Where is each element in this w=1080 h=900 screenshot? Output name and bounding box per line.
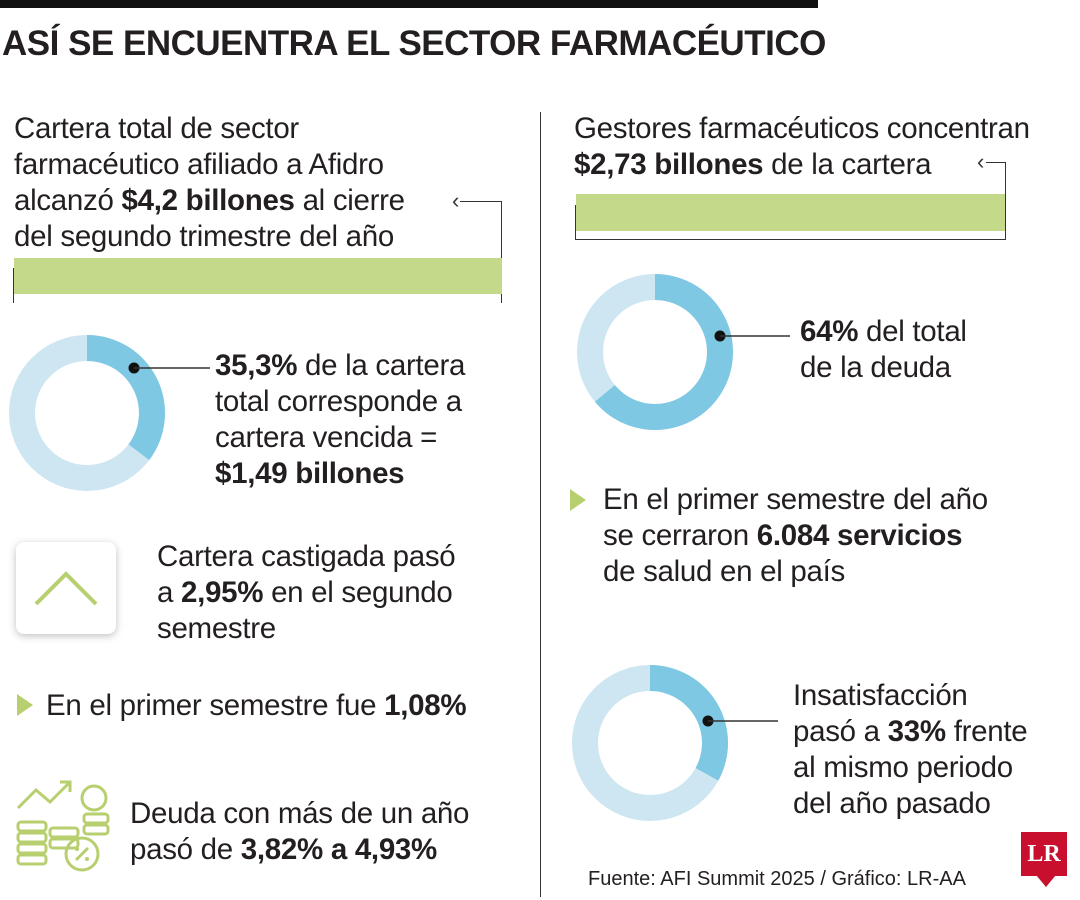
gestores-arrow-icon: ‹ — [977, 149, 985, 174]
gestores-bar — [576, 194, 1005, 231]
cartera-vencida-value-segment — [87, 335, 165, 461]
deuda-total-text: 64% del total de la deuda — [800, 314, 967, 386]
vencida-line-3: cartera vencida = — [215, 421, 438, 454]
cartera-line-3-post: al cierre — [294, 184, 406, 217]
lr-logo: LR — [1021, 832, 1067, 876]
gestores-bracket-bottom — [575, 239, 1006, 240]
servicios-count: 6.084 servicios — [756, 519, 963, 552]
primer-semestre-percent: 1,08% — [384, 689, 467, 722]
lr-logo-tail — [1036, 875, 1056, 887]
castigada-line-1: Cartera castigada pasó — [157, 540, 456, 573]
cartera-total-text: Cartera total de sector farmacéutico afi… — [14, 111, 405, 255]
servicios-line-1: En el primer semestre del año — [603, 483, 988, 516]
up-chevron-card — [16, 542, 116, 634]
column-divider — [540, 112, 541, 897]
primer-semestre-text: En el primer semestre fue 1,08% — [46, 688, 467, 724]
insatisfaccion-line-1: Insatisfacción — [793, 679, 968, 712]
insatisfaccion-donut — [572, 665, 728, 821]
deuda-total-donut — [577, 274, 733, 430]
gestores-amount: $2,73 billones — [574, 148, 764, 181]
insatisfaccion-value-segment — [650, 665, 728, 781]
insatisfaccion-line-2-post: frente — [945, 715, 1028, 748]
cartera-vencida-text: 35,3% de la cartera total corresponde a … — [215, 348, 465, 492]
deuda-line-2: pasó de 3,82% a 4,93% — [130, 832, 469, 868]
top-rule — [0, 0, 818, 8]
triangle-bullet-icon — [570, 489, 586, 511]
gestores-text: Gestores farmacéuticos concentran $2,73 … — [574, 111, 1030, 183]
servicios-line-2: se cerraron 6.084 servicios — [603, 518, 988, 554]
gestores-bracket-top — [986, 162, 1006, 163]
insatisfaccion-line-2-pre: pasó a — [793, 715, 888, 748]
gestores-line-2: $2,73 billones de la cartera — [574, 147, 1030, 183]
castigada-line-2-post: en el segundo — [263, 576, 453, 609]
gestores-bracket-right — [1005, 162, 1006, 240]
gestores-line-1: Gestores farmacéuticos concentran — [574, 112, 1030, 145]
vencida-line-1-post: de la cartera — [297, 349, 466, 382]
deuda-total-leader-line — [714, 330, 790, 342]
chevron-up-icon — [34, 571, 98, 606]
source-credit: Fuente: AFI Summit 2025 / Gráfico: LR-AA — [588, 868, 966, 890]
primer-semestre-pre: En el primer semestre fue — [46, 689, 385, 722]
deuda-total-line-1-post: del total — [858, 315, 967, 348]
cartera-vencida-donut — [9, 335, 165, 491]
deuda-range: 3,82% a 4,93% — [240, 833, 438, 866]
insatisfaccion-percent: 33% — [887, 715, 946, 748]
cartera-bracket-top — [460, 201, 502, 202]
castigada-line-2: a 2,95% en el segundo — [157, 575, 455, 611]
cartera-line-1: Cartera total de sector — [14, 112, 299, 145]
deuda-total-value-segment — [594, 274, 733, 430]
cartera-bracket — [13, 201, 502, 303]
cartera-castigada-text: Cartera castigada pasó a 2,95% en el seg… — [157, 539, 456, 647]
coins-growth-icon — [16, 780, 110, 872]
vencida-line-2: total corresponde a — [215, 385, 462, 418]
deuda-total-percent: 64% — [800, 315, 859, 348]
castigada-line-2-pre: a — [157, 576, 182, 609]
cartera-line-3: alcanzó $4,2 billones al cierre — [14, 183, 405, 219]
cartera-amount: $4,2 billones — [121, 184, 295, 217]
vencida-line-1: 35,3% de la cartera — [215, 348, 465, 384]
insatisfaccion-leader-line — [702, 715, 778, 727]
deuda-line-1: Deuda con más de un año — [130, 797, 470, 830]
deuda-line-2-pre: pasó de — [130, 833, 241, 866]
castigada-percent: 2,95% — [181, 576, 264, 609]
deuda-text: Deuda con más de un año pasó de 3,82% a … — [130, 796, 469, 868]
cartera-line-4: del segundo trimestre del año — [14, 220, 394, 253]
insatisfaccion-line-3: al mismo periodo — [793, 751, 1013, 784]
insatisfaccion-line-4: del año pasado — [793, 787, 991, 820]
gestores-bracket-left — [575, 205, 576, 240]
servicios-line-3: de salud en el país — [603, 555, 845, 588]
cartera-bracket-left — [13, 268, 14, 303]
cartera-arrow-icon: ‹ — [452, 188, 460, 213]
servicios-line-2-pre: se cerraron — [603, 519, 757, 552]
primer-semestre-line: En el primer semestre fue 1,08% — [46, 688, 467, 724]
cartera-total-bar — [14, 258, 502, 294]
castigada-line-3: semestre — [157, 612, 276, 645]
vencida-leader-line — [128, 362, 210, 374]
vencida-percent: 35,3% — [215, 349, 298, 382]
cartera-line-3-pre: alcanzó — [14, 184, 122, 217]
deuda-total-line-1: 64% del total — [800, 314, 967, 350]
gestores-line-2-post: de la cartera — [763, 148, 932, 181]
cartera-line-2: farmacéutico afiliado a Afidro — [14, 148, 384, 181]
page-title: ASÍ SE ENCUENTRA EL SECTOR FARMACÉUTICO — [2, 24, 826, 63]
insatisfaccion-line-2: pasó a 33% frente — [793, 714, 1028, 750]
insatisfaccion-text: Insatisfacción pasó a 33% frente al mism… — [793, 678, 1028, 822]
vencida-amount: $1,49 billones — [215, 457, 405, 490]
triangle-bullet-icon — [17, 694, 33, 716]
deuda-total-line-2: de la deuda — [800, 351, 951, 384]
vencida-line-4: $1,49 billones — [215, 456, 465, 492]
servicios-text: En el primer semestre del año se cerraro… — [603, 482, 988, 590]
